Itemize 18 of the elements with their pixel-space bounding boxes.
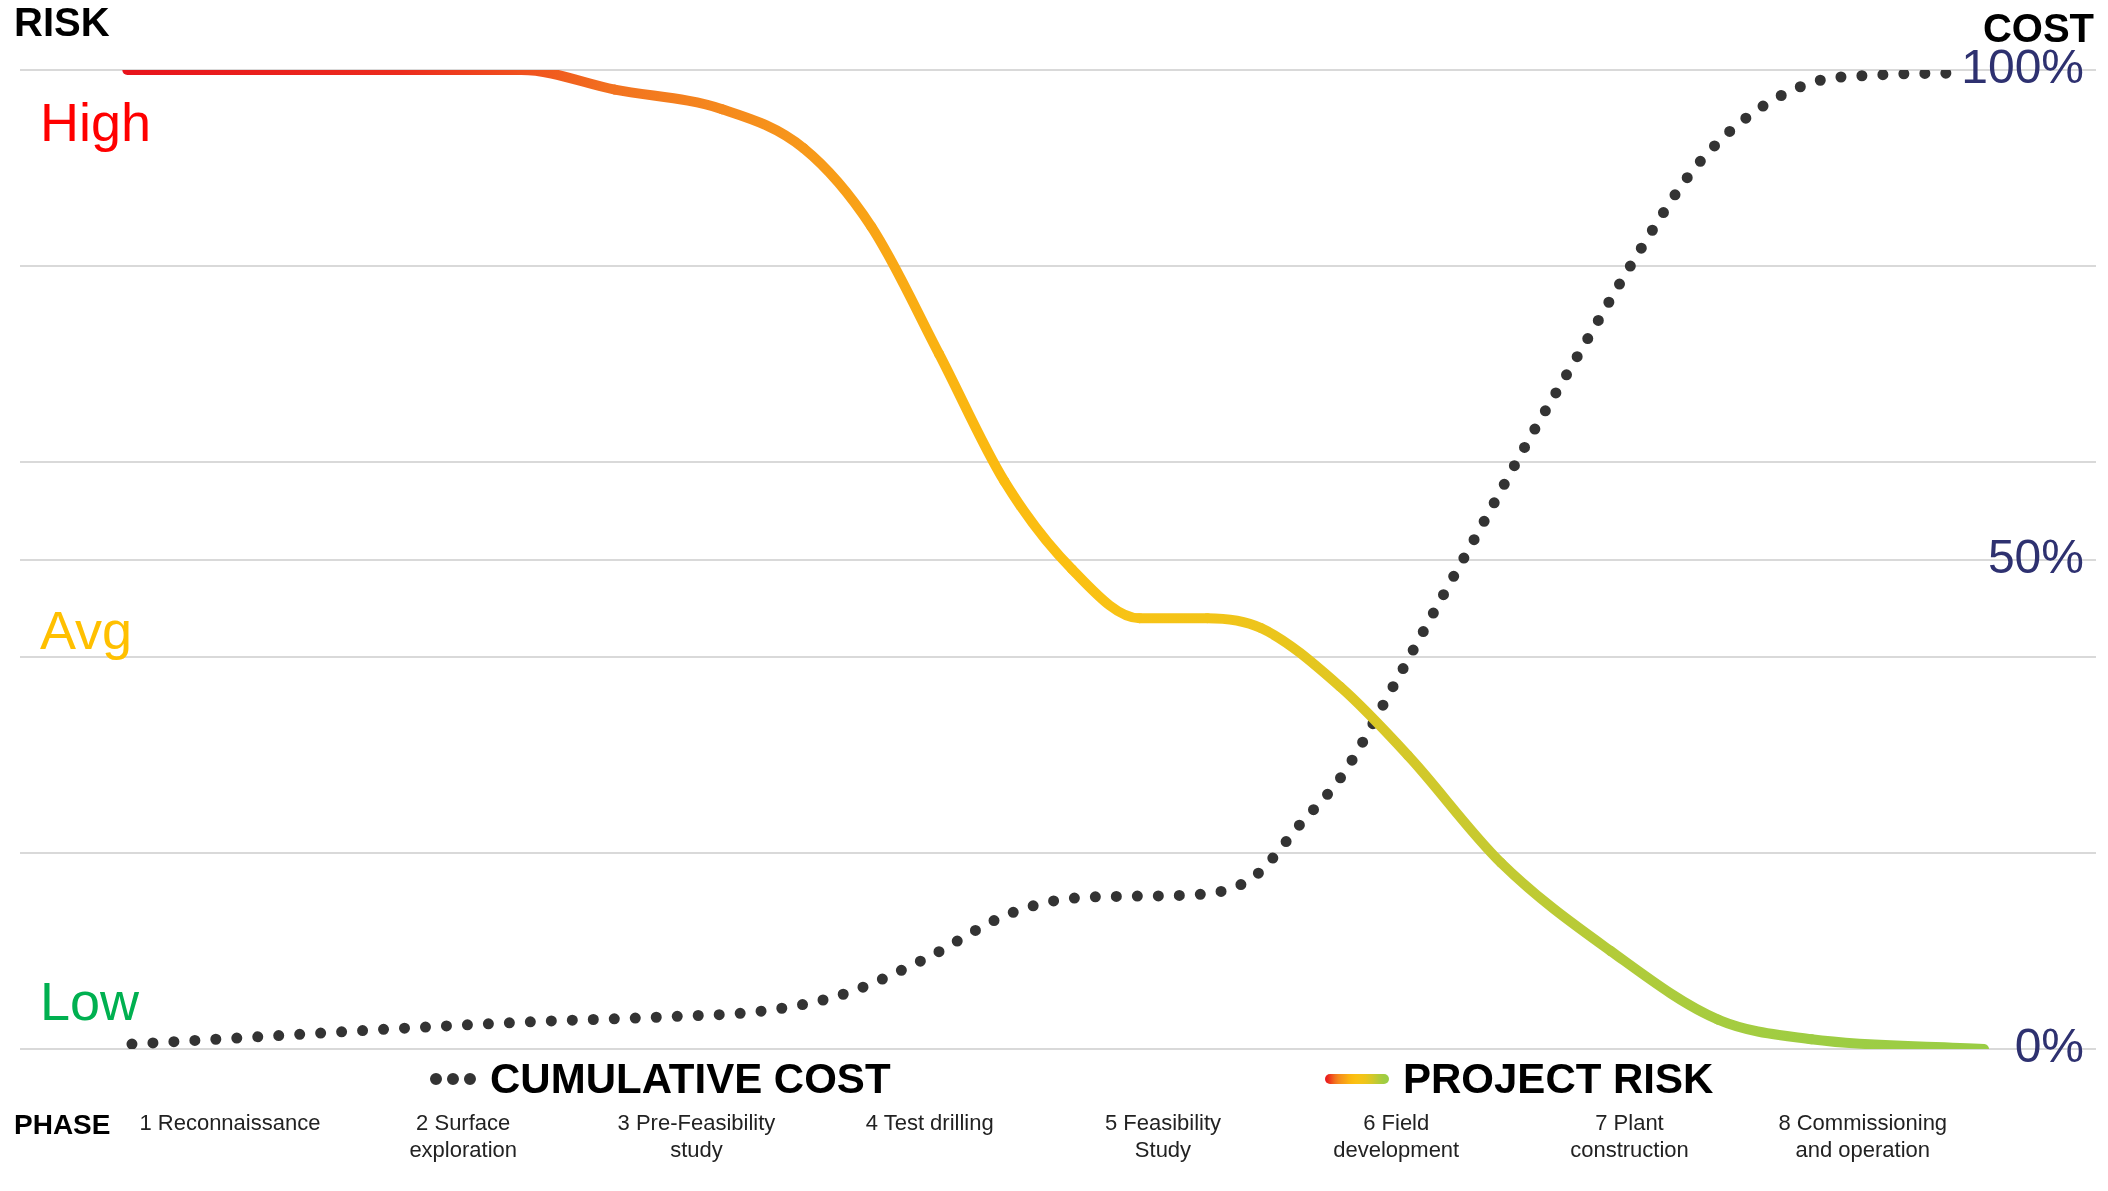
x-tick-label: 4 Test drilling	[865, 1110, 994, 1136]
annotation: High	[40, 91, 152, 154]
legend-label: PROJECT RISK	[1403, 1055, 1714, 1103]
x-tick-label: 8 Commissioning and operation	[1778, 1110, 1948, 1162]
y2-tick-label: 0%	[2014, 1019, 2084, 1073]
x-tick-label: 1 Reconnaissance	[139, 1110, 321, 1136]
x-axis-title: PHASE	[14, 1109, 111, 1141]
legend-label: CUMULATIVE COST	[490, 1055, 891, 1103]
x-tick-label: 7 Plant construction	[1570, 1110, 1689, 1162]
x-tick-label: 6 Field development	[1333, 1110, 1460, 1162]
annotation: Low	[40, 970, 140, 1033]
x-tick-label: 5 Feasibility Study	[1104, 1110, 1222, 1162]
x-tick-label: 2 Surface exploration	[409, 1110, 518, 1162]
annotation: Avg	[40, 599, 133, 662]
y-axis-title: RISK	[14, 0, 110, 45]
x-tick-label: 3 Pre-Feasibility study	[617, 1110, 776, 1162]
y2-tick-label: 50%	[1987, 529, 2084, 583]
y2-axis-title: COST	[1982, 6, 2094, 50]
